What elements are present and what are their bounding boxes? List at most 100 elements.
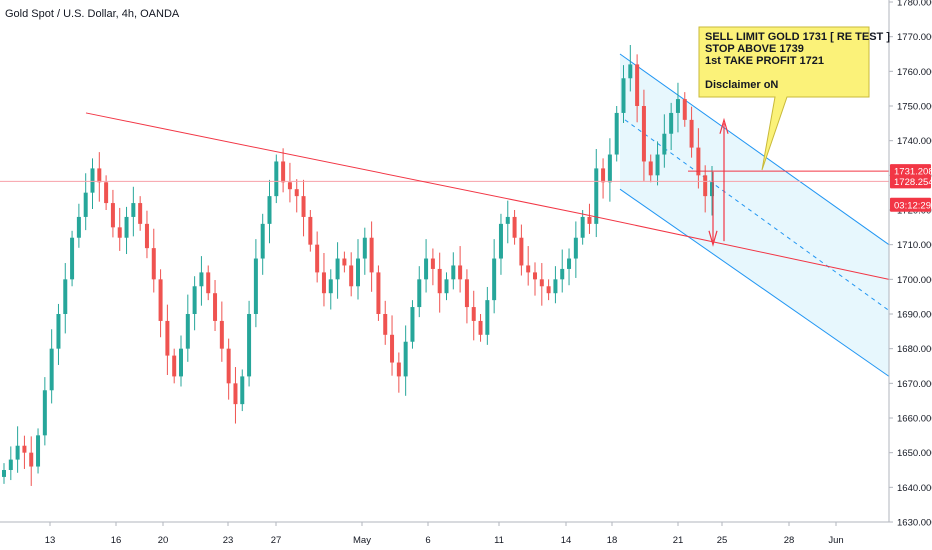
candle	[233, 367, 238, 424]
candle	[199, 256, 204, 306]
candle-body	[478, 320, 483, 335]
candle-body	[315, 244, 320, 273]
candle	[648, 154, 653, 183]
candle	[641, 89, 646, 181]
candle	[505, 200, 510, 244]
candle	[635, 54, 640, 123]
candle-body	[662, 133, 667, 155]
candle-body	[213, 293, 218, 321]
candle	[682, 92, 687, 127]
regression-channel[interactable]	[619, 53, 890, 377]
candle-body	[308, 216, 313, 245]
candle	[349, 252, 354, 297]
candle	[478, 314, 483, 342]
candle-body	[267, 196, 272, 224]
candle	[29, 436, 34, 486]
candle	[110, 189, 115, 238]
candles-group	[2, 44, 714, 486]
candle-body	[594, 168, 599, 224]
candle-body	[498, 223, 503, 259]
channel-lower-line	[619, 188, 890, 377]
candle	[172, 348, 177, 384]
candle-body	[110, 203, 115, 228]
candle-body	[144, 223, 149, 249]
candle-body	[206, 272, 211, 294]
candle-body	[444, 279, 449, 294]
candle	[138, 196, 143, 231]
candle	[158, 269, 163, 338]
candle	[573, 221, 578, 278]
resistance-trendline	[85, 112, 581, 214]
candle-body	[192, 286, 197, 314]
candle	[403, 325, 408, 396]
chart-title: Gold Spot / U.S. Dollar, 4h, OANDA	[5, 8, 180, 20]
candle	[124, 206, 129, 255]
y-tick-label: 1760.000	[897, 67, 932, 78]
candle	[696, 128, 701, 189]
candle	[267, 179, 272, 244]
candle-body	[601, 168, 606, 183]
candle	[539, 263, 544, 306]
candle	[628, 44, 633, 92]
candle	[308, 210, 313, 252]
candle-body	[42, 390, 47, 436]
y-tick-label: 1650.000	[897, 448, 932, 459]
y-tick-label: 1780.000	[897, 0, 932, 9]
candle-body	[689, 119, 694, 148]
price-tag-label: 1728.254	[894, 177, 932, 188]
y-tick-label: 1770.000	[897, 32, 932, 43]
candle	[36, 428, 41, 474]
price-tag: 03:12:29	[890, 197, 931, 212]
candle	[90, 158, 95, 209]
candle-body	[458, 265, 463, 280]
candle-body	[247, 314, 252, 377]
candle	[315, 231, 320, 283]
candle-body	[83, 192, 88, 217]
candle	[117, 207, 122, 251]
candle	[151, 228, 156, 293]
candle	[444, 272, 449, 301]
annotation-callout[interactable]: SELL LIMIT GOLD 1731 [ RE TEST ] STOP AB…	[699, 27, 890, 97]
candle-body	[226, 348, 231, 384]
candle-body	[655, 154, 660, 176]
candle-body	[464, 279, 469, 308]
candle-body	[49, 348, 54, 391]
candle-body	[151, 248, 156, 280]
candle-body	[403, 341, 408, 377]
candle-body	[451, 265, 456, 280]
x-tick-label: 28	[784, 535, 795, 546]
candle	[165, 304, 170, 376]
candle-body	[383, 314, 388, 335]
candle-body	[233, 383, 238, 405]
candle-body	[567, 258, 572, 269]
x-tick-label: 18	[607, 535, 618, 546]
candle	[437, 252, 442, 313]
candle	[410, 300, 415, 349]
candle	[42, 377, 47, 446]
candle	[655, 141, 660, 186]
candle-body	[369, 237, 374, 273]
candle-body	[124, 216, 129, 238]
x-tick-label: 14	[561, 535, 572, 546]
candle-body	[675, 99, 680, 113]
y-tick-label: 1670.000	[897, 379, 932, 390]
candle-body	[437, 268, 442, 294]
candle-body	[335, 258, 340, 280]
candle	[274, 154, 279, 204]
candle	[328, 269, 333, 310]
x-tick-label: 11	[494, 535, 504, 546]
stop-arrow-head	[719, 117, 729, 134]
candle	[185, 294, 190, 362]
y-tick-label: 1680.000	[897, 344, 932, 355]
candle-body	[131, 203, 136, 217]
candle	[260, 213, 265, 275]
candle-body	[2, 470, 6, 477]
price-tag-bg	[890, 174, 931, 189]
candle	[675, 82, 680, 133]
candle	[226, 338, 231, 400]
candle-body	[635, 64, 640, 106]
support-trendline	[579, 212, 890, 280]
candle-body	[158, 279, 163, 321]
